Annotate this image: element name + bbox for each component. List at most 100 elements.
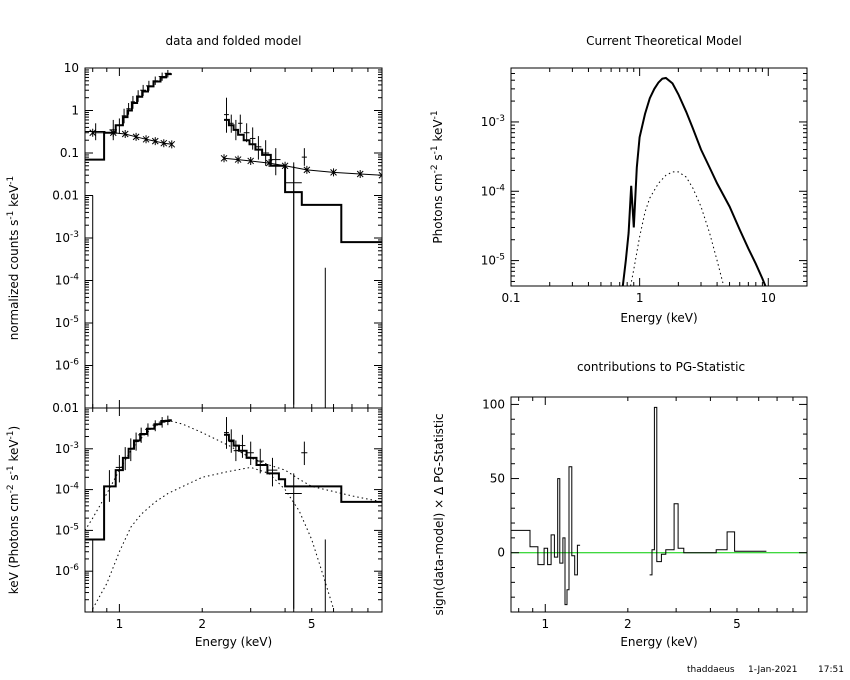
y-tick-mantissa: 10 <box>55 231 70 245</box>
ufspec-ylabel-part: -1 <box>6 430 16 439</box>
folded-model-step <box>85 73 382 244</box>
delstat-plot-area <box>511 406 807 606</box>
ufspec-ylabel-part: keV <box>7 439 21 466</box>
y-tick-exponent: -4 <box>70 482 79 492</box>
y-tick-exponent: -3 <box>496 114 505 124</box>
background-point <box>378 171 382 180</box>
y-tick-exponent: -4 <box>70 273 79 283</box>
background-point <box>356 170 364 179</box>
data-point <box>270 148 281 176</box>
data-point <box>121 108 127 124</box>
model-ylabel-part: Photons cm <box>431 173 445 243</box>
data-point <box>301 441 308 466</box>
counts-ylabel-part: keV <box>7 184 21 211</box>
background-point <box>265 159 273 168</box>
data-point <box>224 417 229 449</box>
ufspec-ylabel-part: s <box>7 474 21 484</box>
model-ylabel-part: -1 <box>430 110 440 119</box>
background-point <box>89 128 97 137</box>
footer-user: thaddaeus <box>687 665 735 675</box>
y-tick-label: 10-4 <box>55 482 80 497</box>
data-point <box>262 140 270 166</box>
y-tick-exponent: -6 <box>70 563 79 573</box>
y-tick-label: 10-3 <box>55 441 79 456</box>
background-point <box>121 129 129 138</box>
background-point <box>330 168 337 177</box>
background-point <box>303 165 311 174</box>
y-tick-label: 0.01 <box>52 189 79 203</box>
x-tick-label: 0.1 <box>501 291 520 305</box>
y-tick-exponent: -5 <box>70 315 79 325</box>
x-tick-label: 1 <box>541 617 549 631</box>
y-tick-label: 10-5 <box>481 253 505 268</box>
footer-date: 1-Jan-2021 <box>748 665 798 675</box>
counts-ylabel: normalized counts s-1 keV-1 <box>6 176 21 341</box>
background-point <box>109 128 117 137</box>
delstat-frame <box>510 396 808 613</box>
x-tick-label: 1 <box>116 617 124 631</box>
y-tick-label: 10-4 <box>481 183 506 198</box>
data-point <box>267 457 278 487</box>
footer-time: 17:51 <box>818 665 844 675</box>
y-tick-exponent: -4 <box>496 183 505 193</box>
y-tick-exponent: -3 <box>70 441 79 451</box>
model-plot-area <box>621 76 767 286</box>
y-tick-label: 50 <box>490 472 505 486</box>
data-point <box>247 441 254 466</box>
y-tick-mantissa: 10 <box>55 316 70 330</box>
x-tick-label: 5 <box>733 617 741 631</box>
data-point <box>115 118 123 134</box>
x-tick-label: 10 <box>761 291 776 305</box>
data-point <box>85 123 106 141</box>
y-tick-mantissa: 10 <box>55 564 70 578</box>
data-point <box>243 123 250 143</box>
unfolded-component-dotted <box>92 466 334 610</box>
background-point <box>132 132 140 141</box>
ufspec-frame <box>84 407 383 613</box>
background-model-line <box>92 132 172 145</box>
y-tick-label: 10-6 <box>55 358 80 373</box>
y-tick-mantissa: 10 <box>55 274 70 288</box>
data-point <box>238 114 243 133</box>
y-tick-mantissa: 10 <box>481 254 496 268</box>
pg-statistic-panel: 100 50 0 1 2 5 contributions to PG-Statistic En… <box>432 360 808 649</box>
model-ylabel: Photons cm-2 s-1 keV-1 <box>430 110 445 243</box>
data-point <box>239 434 246 458</box>
y-tick-label: 100 <box>482 397 505 411</box>
y-tick-exponent: -5 <box>496 253 505 263</box>
background-point <box>151 137 159 146</box>
y-tick-mantissa: 10 <box>55 442 70 456</box>
ufspec-plot-area <box>85 415 382 612</box>
x-tick-label: 1 <box>636 291 644 305</box>
model-title: Current Theoretical Model <box>586 34 742 48</box>
model-ylabel-part: s <box>431 154 445 164</box>
model-ylabel-part: -2 <box>430 164 440 173</box>
counts-title: data and folded model <box>166 34 302 48</box>
background-point <box>220 154 228 163</box>
counts-ylabel-part: -1 <box>6 211 16 220</box>
unfolded-total-dotted <box>85 419 382 531</box>
y-tick-exponent: -5 <box>70 522 79 532</box>
background-point <box>160 139 168 148</box>
y-tick-label: 10-3 <box>481 114 505 129</box>
y-tick-label: 10-5 <box>55 315 79 330</box>
ufspec-ylabel: keV (Photons cm-2 s-1 keV-1) <box>6 426 21 594</box>
background-point <box>281 161 289 170</box>
model-xlabel: Energy (keV) <box>620 311 697 325</box>
data-point <box>249 127 256 150</box>
ufspec-ylabel-part: ) <box>7 426 21 431</box>
data-point <box>126 103 131 115</box>
y-tick-label: 0.1 <box>60 146 79 160</box>
data-point <box>301 148 307 166</box>
y-tick-exponent: -3 <box>70 230 79 240</box>
y-tick-label: 10-3 <box>55 230 79 245</box>
x-tick-label: 2 <box>198 617 206 631</box>
y-tick-label: 10-4 <box>55 273 80 288</box>
model-ylabel-part: -1 <box>430 145 440 154</box>
y-tick-mantissa: 10 <box>55 359 70 373</box>
y-tick-label: 0.01 <box>52 401 79 415</box>
x-tick-label: 2 <box>624 617 632 631</box>
